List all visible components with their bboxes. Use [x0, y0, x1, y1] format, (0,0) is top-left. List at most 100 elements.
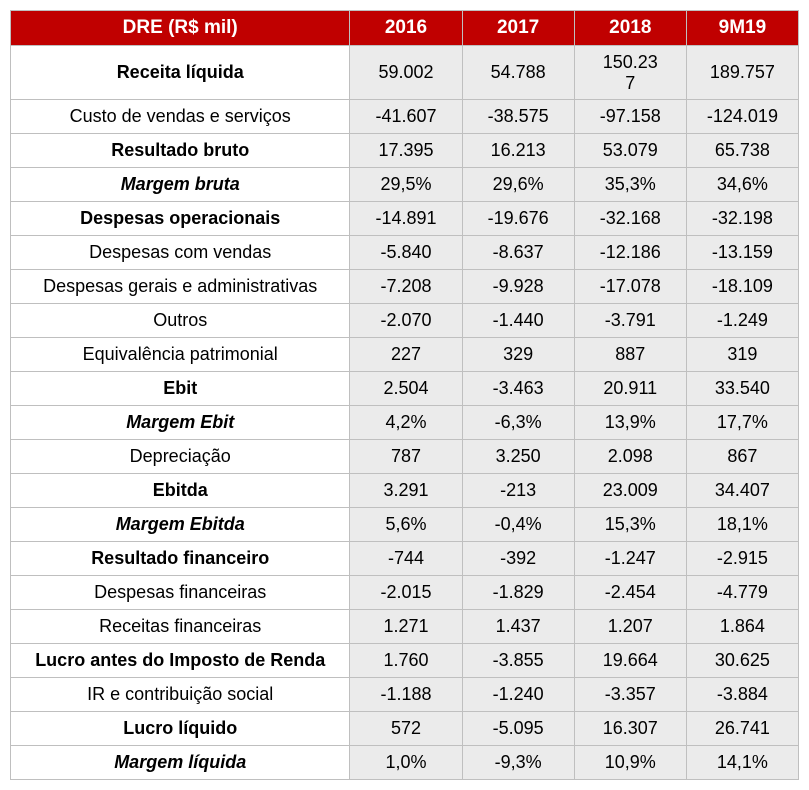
row-value: -1.240 — [462, 678, 574, 712]
row-label: Receita líquida — [11, 46, 350, 100]
row-label: Despesas gerais e administrativas — [11, 270, 350, 304]
row-value: 15,3% — [574, 508, 686, 542]
row-value: 35,3% — [574, 168, 686, 202]
row-value: -18.109 — [686, 270, 798, 304]
table-row: Margem Ebit4,2%-6,3%13,9%17,7% — [11, 406, 799, 440]
row-label: Margem Ebitda — [11, 508, 350, 542]
row-value: 2.504 — [350, 372, 462, 406]
table-row: Margem Ebitda5,6%-0,4%15,3%18,1% — [11, 508, 799, 542]
row-value: 1.437 — [462, 610, 574, 644]
row-label: Receitas financeiras — [11, 610, 350, 644]
table-row: Outros-2.070-1.440-3.791-1.249 — [11, 304, 799, 338]
row-value: -9,3% — [462, 746, 574, 780]
row-value: -32.168 — [574, 202, 686, 236]
row-value: -1.249 — [686, 304, 798, 338]
row-label: Custo de vendas e serviços — [11, 100, 350, 134]
row-value: -5.095 — [462, 712, 574, 746]
row-label: Margem líquida — [11, 746, 350, 780]
row-value: 329 — [462, 338, 574, 372]
header-year-2016: 2016 — [350, 11, 462, 46]
header-row: DRE (R$ mil) 2016 2017 2018 9M19 — [11, 11, 799, 46]
row-value: -392 — [462, 542, 574, 576]
table-row: Custo de vendas e serviços-41.607-38.575… — [11, 100, 799, 134]
row-label: Ebit — [11, 372, 350, 406]
row-value: 34.407 — [686, 474, 798, 508]
row-value: 14,1% — [686, 746, 798, 780]
row-label: Outros — [11, 304, 350, 338]
table-row: Equivalência patrimonial227329887319 — [11, 338, 799, 372]
row-value: 19.664 — [574, 644, 686, 678]
row-value: -19.676 — [462, 202, 574, 236]
row-value: 16.307 — [574, 712, 686, 746]
row-label: Resultado bruto — [11, 134, 350, 168]
table-row: Margem líquida1,0%-9,3%10,9%14,1% — [11, 746, 799, 780]
header-year-9m19: 9M19 — [686, 11, 798, 46]
row-label: Despesas operacionais — [11, 202, 350, 236]
row-value: 1,0% — [350, 746, 462, 780]
row-value: -3.357 — [574, 678, 686, 712]
table-header: DRE (R$ mil) 2016 2017 2018 9M19 — [11, 11, 799, 46]
row-value: -0,4% — [462, 508, 574, 542]
table-row: Depreciação7873.2502.098867 — [11, 440, 799, 474]
row-value: 20.911 — [574, 372, 686, 406]
row-value: 787 — [350, 440, 462, 474]
row-value: 18,1% — [686, 508, 798, 542]
row-label: Depreciação — [11, 440, 350, 474]
table-row: Despesas financeiras-2.015-1.829-2.454-4… — [11, 576, 799, 610]
row-value: 189.757 — [686, 46, 798, 100]
row-value: 34,6% — [686, 168, 798, 202]
row-value: 150.237 — [574, 46, 686, 100]
row-value: 572 — [350, 712, 462, 746]
row-value: -1.440 — [462, 304, 574, 338]
row-label: Lucro líquido — [11, 712, 350, 746]
row-value: -1.829 — [462, 576, 574, 610]
row-value: 319 — [686, 338, 798, 372]
row-label: Equivalência patrimonial — [11, 338, 350, 372]
row-value: 33.540 — [686, 372, 798, 406]
row-value: 59.002 — [350, 46, 462, 100]
row-value: -38.575 — [462, 100, 574, 134]
row-value: 54.788 — [462, 46, 574, 100]
row-value: -2.454 — [574, 576, 686, 610]
row-value: -14.891 — [350, 202, 462, 236]
table-body: Receita líquida59.00254.788150.237189.75… — [11, 46, 799, 780]
row-value: 65.738 — [686, 134, 798, 168]
row-value: 3.250 — [462, 440, 574, 474]
row-value: -4.779 — [686, 576, 798, 610]
row-value: 227 — [350, 338, 462, 372]
row-value: -2.915 — [686, 542, 798, 576]
row-label: IR e contribuição social — [11, 678, 350, 712]
table-row: Lucro líquido572-5.09516.30726.741 — [11, 712, 799, 746]
row-value: -213 — [462, 474, 574, 508]
header-year-2018: 2018 — [574, 11, 686, 46]
row-value: -17.078 — [574, 270, 686, 304]
row-value: 30.625 — [686, 644, 798, 678]
row-value: 17,7% — [686, 406, 798, 440]
table-row: Margem bruta29,5%29,6%35,3%34,6% — [11, 168, 799, 202]
header-label: DRE (R$ mil) — [11, 11, 350, 46]
row-value: -6,3% — [462, 406, 574, 440]
row-value: -3.855 — [462, 644, 574, 678]
row-value: 5,6% — [350, 508, 462, 542]
row-value: -12.186 — [574, 236, 686, 270]
row-label: Margem bruta — [11, 168, 350, 202]
row-value: 2.098 — [574, 440, 686, 474]
row-value: 1.864 — [686, 610, 798, 644]
table-row: Resultado financeiro-744-392-1.247-2.915 — [11, 542, 799, 576]
row-value: -2.070 — [350, 304, 462, 338]
row-value: -7.208 — [350, 270, 462, 304]
row-value: -2.015 — [350, 576, 462, 610]
row-value: -3.463 — [462, 372, 574, 406]
row-value: -97.158 — [574, 100, 686, 134]
row-value: -124.019 — [686, 100, 798, 134]
row-value: 53.079 — [574, 134, 686, 168]
row-value: 13,9% — [574, 406, 686, 440]
row-value: -8.637 — [462, 236, 574, 270]
row-value: -32.198 — [686, 202, 798, 236]
row-value: 3.291 — [350, 474, 462, 508]
row-value: -41.607 — [350, 100, 462, 134]
row-value: 887 — [574, 338, 686, 372]
row-value: 29,6% — [462, 168, 574, 202]
row-value: -744 — [350, 542, 462, 576]
row-value: 1.271 — [350, 610, 462, 644]
